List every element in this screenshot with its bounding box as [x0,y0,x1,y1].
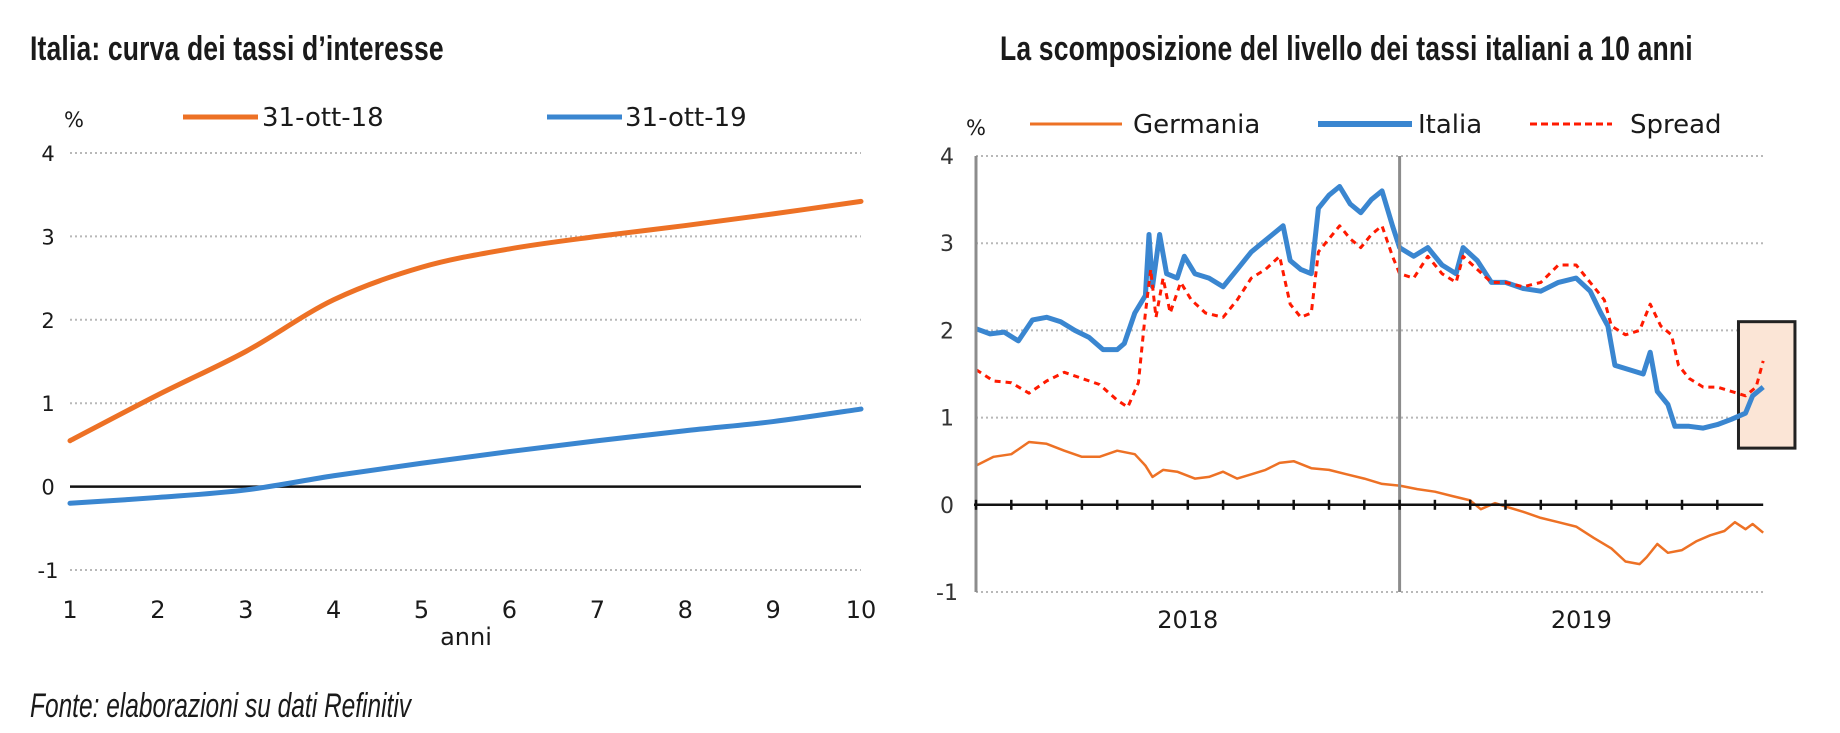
y-tick-label: -1 [936,581,958,606]
legend-label-germania: Germania [1133,110,1260,140]
y-tick-label: 1 [41,392,54,416]
x-tick-label: 5 [414,596,429,624]
series-line-spread [975,224,1765,409]
x-category-label: 2019 [1551,606,1612,634]
chart-title-rate-decomposition: La scomposizione del livello dei tassi i… [1000,30,1693,68]
x-tick-label: 4 [326,596,341,624]
rate-decomposition-chart: % -1 0 1 2 3 4 2018 2019 Germania Italia Sprea… [936,110,1797,634]
x-tick-label: 1 [62,596,77,624]
y-tick-label: 4 [940,145,954,170]
y-unit-label: % [966,116,986,140]
y-tick-label: 0 [940,494,954,519]
y-tick-label: 3 [41,225,54,249]
series-line-italia [975,184,1765,431]
x-axis-label: anni [440,623,492,651]
x-tick-label: 10 [846,596,877,624]
x-tick-label: 2 [150,596,165,624]
y-tick-label: 1 [940,407,954,432]
y-unit-label: % [64,108,84,132]
y-tick-label: -1 [38,559,59,583]
series-line-germania [975,440,1764,566]
source-caption: Fonte: elaborazioni su dati Refinitiv [30,687,412,725]
y-tick-label: 3 [940,232,954,257]
y-tick-label: 2 [41,309,54,333]
x-tick-label: 9 [765,596,780,624]
y-tick-label: 2 [940,319,954,344]
x-category-label: 2018 [1157,606,1218,634]
legend: 31-ott-18 31-ott-19 [183,103,747,133]
yield-curve-chart: % -1 0 1 2 3 4 1 2 3 4 5 6 7 8 9 10 anni 31-ott-18 31-… [38,103,877,651]
highlight-box [1736,320,1797,450]
legend-label-spread: Spread [1630,110,1722,140]
legend: Germania Italia Spread [1030,110,1722,140]
legend-label-italia: Italia [1418,110,1482,140]
legend-label-31-ott-18: 31-ott-18 [262,103,384,133]
y-tick-label: 0 [41,476,54,500]
series-line-31-ott-19 [67,406,864,506]
series-line-31-ott-18 [67,198,864,444]
x-tick-label: 8 [678,596,693,624]
x-tick-label: 6 [502,596,517,624]
x-tick-label: 3 [238,596,253,624]
y-tick-label: 4 [41,142,54,166]
x-tick-label: 7 [590,596,605,624]
legend-label-31-ott-19: 31-ott-19 [625,103,747,133]
chart-title-yield-curve: Italia: curva dei tassi d’interesse [30,30,444,68]
